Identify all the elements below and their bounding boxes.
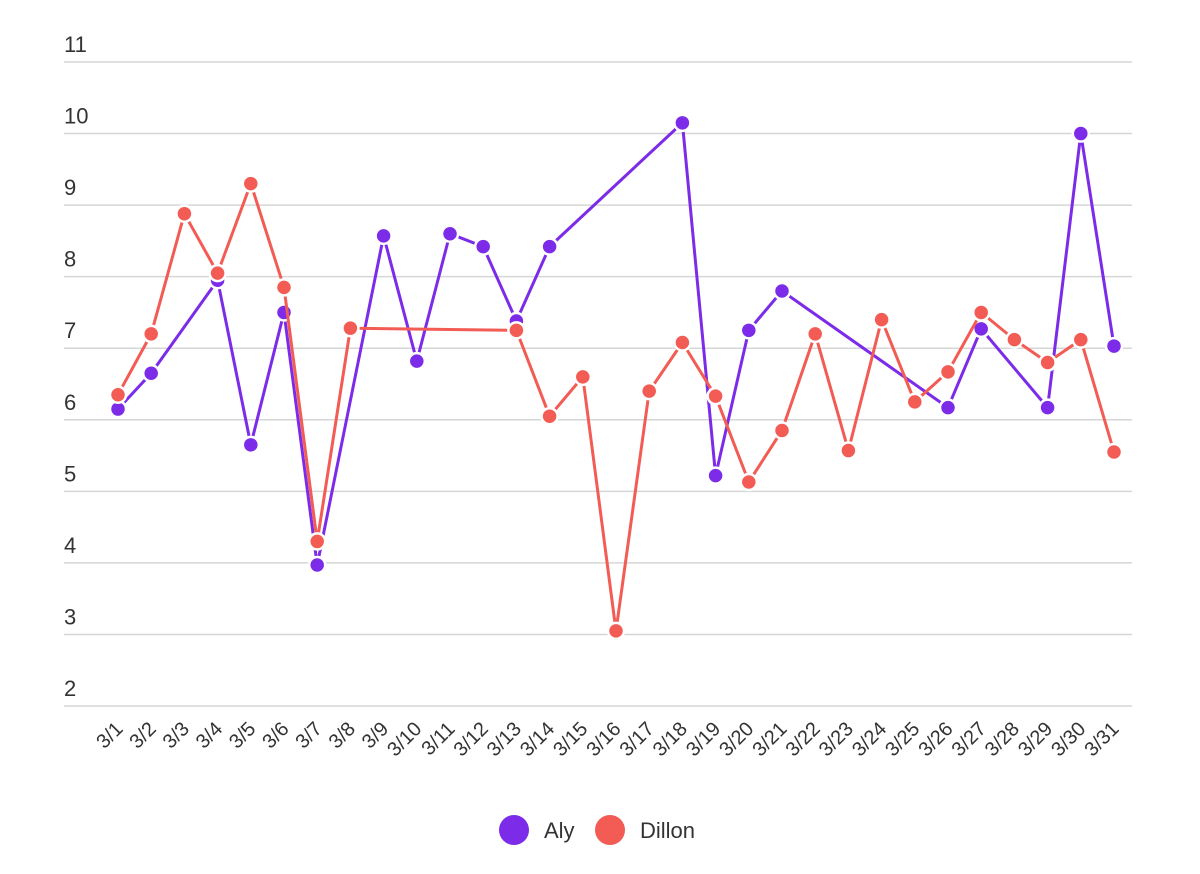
legend-item-aly[interactable]: Aly — [499, 815, 575, 845]
x-tick-label: 3/31 — [1080, 718, 1123, 761]
data-point-dillon-3-21[interactable] — [772, 421, 792, 440]
x-tick-label: 3/28 — [981, 718, 1024, 761]
x-tick-label: 3/6 — [258, 718, 293, 753]
data-point-dillon-3-18[interactable] — [673, 333, 692, 352]
y-tick-label: 11 — [64, 32, 87, 57]
data-point-aly-3-31[interactable] — [1104, 336, 1124, 356]
x-tick-label: 3/18 — [649, 718, 692, 761]
x-tick-label: 3/7 — [292, 718, 327, 753]
x-tick-label: 3/15 — [549, 718, 592, 761]
data-point-aly-3-14[interactable] — [540, 237, 559, 256]
y-axis: 2 3 4 5 6 7 8 9 10 11 — [64, 32, 88, 701]
x-tick-label: 3/11 — [417, 718, 459, 760]
y-tick-label: 6 — [64, 390, 76, 415]
data-point-dillon-3-2[interactable] — [141, 324, 161, 344]
data-point-dillon-3-13[interactable] — [507, 321, 526, 340]
legend-label: Dillon — [640, 818, 695, 843]
x-tick-label: 3/5 — [225, 718, 260, 753]
x-tick-label: 3/2 — [126, 718, 161, 753]
data-point-aly-3-29[interactable] — [1038, 398, 1057, 417]
x-tick-label: 3/14 — [516, 718, 559, 761]
data-point-dillon-3-19[interactable] — [706, 386, 725, 406]
data-point-dillon-3-1[interactable] — [108, 385, 128, 404]
data-point-dillon-3-28[interactable] — [1005, 330, 1024, 349]
series-dillon — [108, 174, 1124, 641]
data-point-aly-3-2[interactable] — [141, 364, 161, 383]
data-point-aly-3-21[interactable] — [772, 281, 792, 301]
series-line-dillon — [116, 182, 1116, 633]
x-axis: 3/13/23/33/43/53/63/73/83/93/103/113/123… — [92, 718, 1123, 761]
data-point-dillon-3-23[interactable] — [839, 441, 858, 460]
data-point-dillon-3-30[interactable] — [1071, 330, 1091, 349]
x-tick-label: 3/30 — [1047, 718, 1090, 761]
y-tick-label: 5 — [64, 461, 76, 486]
x-tick-label: 3/19 — [682, 718, 725, 761]
data-point-dillon-3-4[interactable] — [208, 263, 227, 283]
x-tick-label: 3/12 — [450, 718, 493, 761]
data-point-dillon-3-31[interactable] — [1104, 442, 1124, 462]
data-point-aly-3-9[interactable] — [374, 226, 393, 246]
x-tick-label: 3/21 — [748, 718, 791, 761]
x-tick-label: 3/16 — [582, 718, 625, 761]
data-point-aly-3-7[interactable] — [307, 555, 327, 575]
x-tick-label: 3/17 — [616, 718, 659, 761]
x-tick-label: 3/27 — [948, 718, 991, 761]
data-point-dillon-3-27[interactable] — [971, 303, 991, 322]
legend-swatch — [595, 815, 625, 845]
x-tick-label: 3/4 — [192, 718, 227, 753]
data-point-dillon-3-8[interactable] — [341, 318, 360, 338]
data-point-dillon-3-16[interactable] — [606, 621, 626, 641]
y-tick-label: 7 — [64, 318, 76, 343]
legend-label: Aly — [544, 818, 575, 843]
x-tick-label: 3/29 — [1014, 718, 1057, 761]
x-tick-label: 3/26 — [914, 718, 957, 761]
data-point-aly-3-26[interactable] — [938, 398, 958, 417]
x-tick-label: 3/24 — [848, 718, 891, 761]
data-point-dillon-3-7[interactable] — [307, 532, 327, 551]
y-tick-label: 10 — [64, 104, 88, 129]
series-aly — [108, 113, 1124, 575]
data-point-aly-3-18[interactable] — [673, 113, 692, 133]
x-tick-label: 3/13 — [483, 718, 526, 761]
data-point-aly-3-5[interactable] — [241, 435, 261, 455]
y-tick-label: 9 — [64, 175, 76, 200]
series-layer — [108, 113, 1124, 641]
data-point-dillon-3-14[interactable] — [540, 406, 559, 426]
data-point-dillon-3-25[interactable] — [905, 392, 925, 412]
data-point-dillon-3-5[interactable] — [241, 174, 261, 193]
x-tick-label: 3/8 — [325, 718, 360, 753]
x-tick-label: 3/3 — [159, 718, 194, 753]
legend-swatch — [499, 815, 529, 845]
data-point-dillon-3-20[interactable] — [739, 472, 759, 492]
y-tick-label: 8 — [64, 247, 76, 272]
data-point-aly-3-10[interactable] — [407, 351, 427, 371]
data-point-aly-3-20[interactable] — [739, 321, 759, 340]
data-point-dillon-3-24[interactable] — [872, 310, 891, 329]
chart-gridlines — [64, 61, 1132, 707]
data-point-aly-3-30[interactable] — [1071, 124, 1091, 143]
data-point-aly-3-11[interactable] — [440, 224, 460, 243]
y-tick-label: 3 — [64, 604, 76, 629]
y-tick-label: 4 — [64, 533, 76, 558]
legend-item-dillon[interactable]: Dillon — [595, 815, 695, 845]
data-point-aly-3-19[interactable] — [706, 466, 725, 485]
legend: Aly Dillon — [499, 815, 695, 845]
x-tick-label: 3/20 — [715, 718, 758, 761]
data-point-dillon-3-6[interactable] — [274, 278, 294, 297]
x-tick-label: 3/1 — [92, 718, 127, 753]
x-tick-label: 3/23 — [815, 718, 858, 761]
data-point-dillon-3-15[interactable] — [573, 367, 593, 387]
data-point-dillon-3-22[interactable] — [805, 324, 825, 344]
x-tick-label: 3/22 — [782, 718, 825, 761]
data-point-aly-3-12[interactable] — [473, 237, 493, 256]
data-point-aly-3-6[interactable] — [274, 303, 294, 322]
data-point-dillon-3-3[interactable] — [175, 204, 194, 223]
x-tick-label: 3/10 — [383, 718, 426, 761]
data-point-dillon-3-29[interactable] — [1038, 353, 1057, 372]
y-tick-label: 2 — [64, 676, 76, 701]
data-point-dillon-3-26[interactable] — [938, 362, 958, 382]
data-point-dillon-3-17[interactable] — [639, 381, 659, 401]
x-tick-label: 3/25 — [881, 718, 924, 761]
